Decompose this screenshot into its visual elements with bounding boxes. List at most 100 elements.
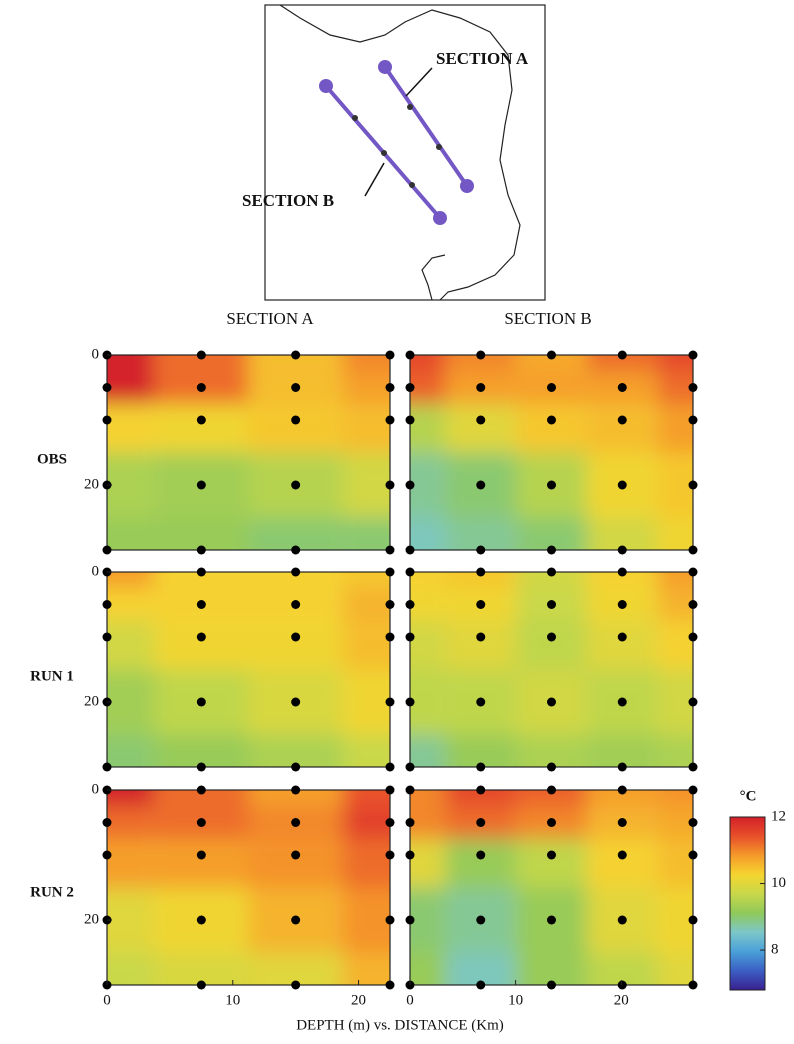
temperature-cell <box>445 838 517 888</box>
temperature-cell <box>107 355 155 372</box>
temperature-cell <box>248 355 343 372</box>
temperature-cell <box>516 572 587 589</box>
station <box>617 632 627 642</box>
temperature-cell <box>107 517 155 550</box>
station <box>291 762 301 772</box>
temperature-cell <box>342 588 390 621</box>
map-label: SECTION B <box>242 191 334 210</box>
station <box>547 415 556 425</box>
station <box>617 600 627 609</box>
temperature-cell <box>445 572 517 589</box>
station <box>291 980 301 990</box>
panel <box>410 790 693 985</box>
y-tick-label: 20 <box>84 911 99 927</box>
station <box>688 545 698 555</box>
temperature-cell <box>342 734 390 767</box>
station <box>405 818 415 827</box>
station <box>617 383 627 392</box>
temperature-cell <box>657 806 693 839</box>
station <box>385 350 395 360</box>
station <box>547 697 556 707</box>
station <box>688 818 698 827</box>
temperature-cell <box>657 620 693 670</box>
row-label: RUN 2 <box>30 884 74 900</box>
y-tick-label: 20 <box>84 693 99 709</box>
temperature-cell <box>154 572 249 589</box>
panel <box>410 355 693 550</box>
map-station <box>319 79 333 93</box>
station <box>405 415 415 425</box>
station <box>102 383 112 392</box>
temperature-cell <box>107 403 155 453</box>
station <box>196 415 206 425</box>
station <box>405 567 415 577</box>
temperature-cell <box>154 790 249 807</box>
temperature-cell <box>516 734 587 767</box>
station <box>196 818 206 827</box>
temperature-cell <box>154 403 249 453</box>
temperature-cell <box>657 588 693 621</box>
station <box>291 350 301 360</box>
temperature-cell <box>342 952 390 985</box>
temperature-cell <box>107 371 155 404</box>
station <box>291 545 301 555</box>
temperature-cell <box>516 403 587 453</box>
x-tick-label: 10 <box>225 992 240 1008</box>
temperature-cell <box>657 572 693 589</box>
temperature-cell <box>342 806 390 839</box>
temperature-cell <box>586 403 658 453</box>
station <box>196 697 206 707</box>
station <box>547 785 556 795</box>
station <box>291 850 301 860</box>
station <box>291 697 301 707</box>
map-label: SECTION A <box>436 49 529 68</box>
station <box>405 850 415 860</box>
station <box>617 915 627 925</box>
temperature-cell <box>107 887 155 953</box>
temperature-cell <box>342 572 390 589</box>
station <box>291 600 301 609</box>
station <box>405 915 415 925</box>
temperature-cell <box>657 887 693 953</box>
station <box>688 632 698 642</box>
temperature-cell <box>657 371 693 404</box>
row-label: OBS <box>37 451 67 467</box>
station <box>291 415 301 425</box>
temperature-cell <box>516 790 587 807</box>
contour-field <box>107 790 390 985</box>
station <box>102 818 112 827</box>
station <box>385 545 395 555</box>
temperature-cell <box>342 790 390 807</box>
temperature-cell <box>410 572 446 589</box>
colorbar-tick-label: 8 <box>771 942 779 958</box>
temperature-cell <box>154 620 249 670</box>
temperature-cell <box>342 452 390 518</box>
temperature-cell <box>445 355 517 372</box>
station <box>688 350 698 360</box>
temperature-cell <box>445 952 517 985</box>
station <box>617 545 627 555</box>
row-label: RUN 1 <box>30 668 74 684</box>
x-tick-label: 10 <box>508 992 523 1008</box>
station <box>291 383 301 392</box>
temperature-cell <box>248 734 343 767</box>
station <box>617 850 627 860</box>
station <box>291 480 301 490</box>
station <box>547 567 556 577</box>
station <box>476 480 486 490</box>
station <box>385 850 395 860</box>
station <box>196 980 206 990</box>
station <box>617 480 627 490</box>
station <box>405 383 415 392</box>
panel-frame <box>106 571 391 768</box>
temperature-cell <box>516 620 587 670</box>
y-tick-label: 0 <box>92 563 100 579</box>
x-tick-label: 0 <box>406 992 414 1008</box>
temperature-cell <box>586 734 658 767</box>
temperature-cell <box>154 355 249 372</box>
station <box>476 980 486 990</box>
station <box>617 350 627 360</box>
station <box>476 785 486 795</box>
station <box>405 480 415 490</box>
